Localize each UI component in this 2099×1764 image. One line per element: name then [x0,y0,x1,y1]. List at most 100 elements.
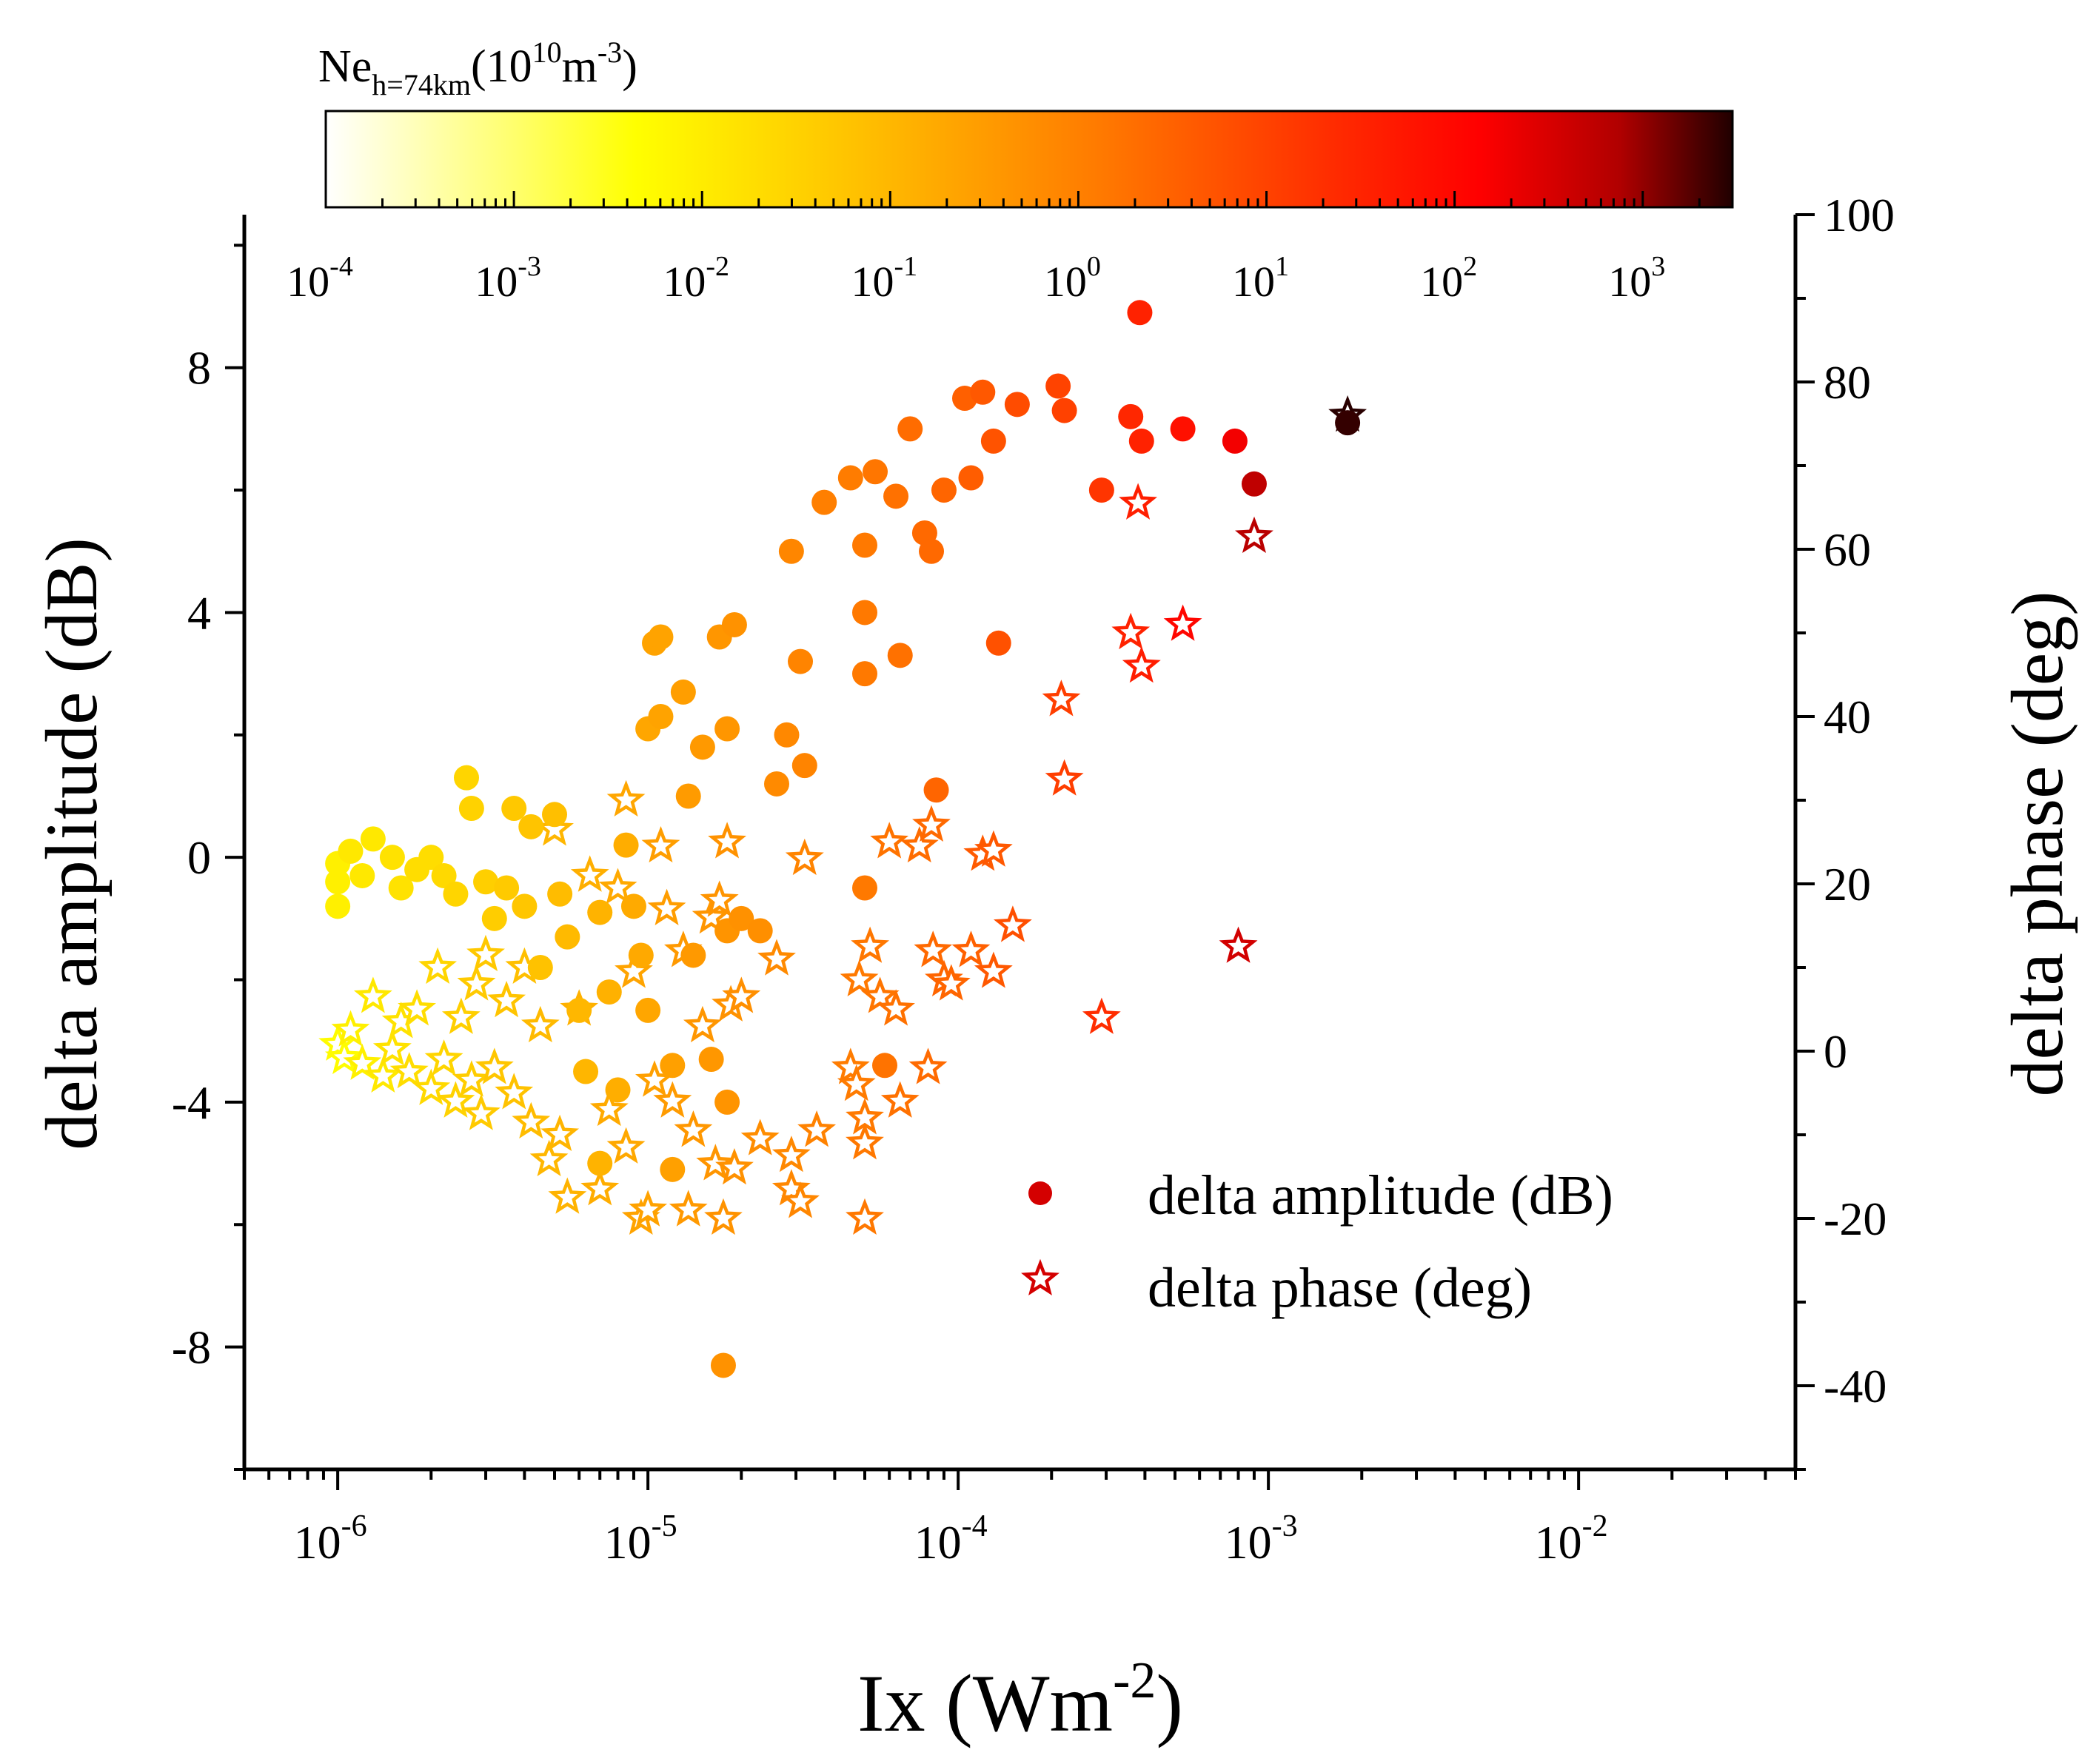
phase-point [647,888,686,925]
y-label-right: delta phase (deg) [1996,591,2078,1096]
amplitude-point [542,802,567,828]
phase-point [466,934,505,972]
amplitude-point [923,777,949,803]
y-right-tick-label: 100 [1824,189,1895,241]
amplitude-series [325,300,1361,1378]
amplitude-point [1004,392,1030,417]
phase-point [540,1114,580,1152]
x-tick-label: 10-5 [604,1509,677,1569]
amplitude-point [791,753,817,779]
amplitude-point [1128,428,1154,454]
phase-point [908,1047,948,1084]
phase-point [606,1127,646,1164]
phase-point [441,997,481,1034]
legend-marker-phase [1021,1258,1059,1296]
phase-point [669,1190,708,1227]
phase-point [364,1056,403,1093]
amplitude-point [788,648,814,674]
phase-point [629,1190,668,1227]
phase-point [398,989,437,1026]
amplitude-point [360,826,386,852]
amplitude-point [729,905,754,931]
amplitude-point [970,379,996,405]
phase-point [331,1010,370,1047]
amplitude-point [670,679,696,705]
amplitude-point [1051,398,1077,423]
y-right-tick-label: 80 [1824,356,1871,409]
x-tick-label: 10-2 [1535,1509,1608,1569]
amplitude-point [852,661,877,687]
phase-point [974,830,1013,867]
amplitude-point [573,1059,599,1084]
x-label: Ix (Wm-2) [857,1652,1183,1748]
phase-point [598,868,637,905]
amplitude-point [620,893,646,919]
phase-point [529,1139,569,1176]
y-right-tick-label: 40 [1824,691,1871,743]
amplitude-point [418,845,444,871]
y-label-left: delta amplitude (dB) [30,537,113,1150]
phase-point [851,926,890,963]
phase-point [570,855,609,892]
amplitude-point [714,1089,740,1115]
phase-point [951,930,991,967]
amplitude-point [1118,403,1144,429]
phase-point [880,1081,920,1118]
amplitude-point [931,477,957,503]
phase-point [797,1110,837,1147]
phase-point [708,822,747,859]
amplitude-point [566,997,592,1023]
amplitude-point [1088,477,1114,503]
colorbar-tick-label: 103 [1608,251,1665,306]
amplitude-point [721,611,747,637]
x-tick-label: 10-4 [914,1509,988,1569]
phase-point [353,976,392,1013]
amplitude-point [680,942,706,968]
phase-point [452,1060,491,1097]
amplitude-point [648,704,674,729]
axis-ticks [225,213,1815,1490]
x-tick-label: 10-6 [294,1509,367,1569]
phase-point [641,825,680,863]
amplitude-point [1170,416,1196,442]
phase-point [487,980,526,1018]
phase-point [683,1005,722,1043]
phase-point [418,947,458,985]
phase-point [475,1047,514,1084]
amplitude-point [660,1156,686,1182]
phase-point [512,1101,551,1139]
colorbar: Neh=74km(1010m-3) 10-4 10-3 10-2 10-1 100 101… [287,36,1734,306]
y-left-tick-label: -8 [172,1321,211,1374]
colorbar-tick-label: 102 [1420,251,1477,306]
phase-point [520,1005,560,1043]
y-right-tick-label: 60 [1824,523,1871,576]
amplitude-point [710,1352,736,1378]
amplitude-point [774,722,800,748]
legend: delta amplitude (dB) delta phase (deg) [1021,1164,1613,1319]
amplitude-point [1127,300,1153,326]
phase-point [1111,612,1151,650]
amplitude-point [338,838,364,864]
amplitude-point [1241,471,1267,497]
phase-point [461,1093,501,1130]
amplitude-point [325,893,351,919]
phase-point [1235,516,1273,554]
amplitude-point [379,845,405,871]
amplitude-point [872,1053,898,1079]
amplitude-point [887,643,913,668]
amplitude-point [547,881,573,907]
amplitude-point [501,796,527,822]
phase-point [436,1081,475,1118]
phase-point [412,1068,451,1105]
amplitude-point [660,1053,686,1079]
amplitude-point [648,624,674,650]
amplitude-point [473,869,499,895]
phase-point [424,1039,463,1076]
amplitude-point [325,869,351,895]
amplitude-point [919,538,945,564]
amplitude-point [527,955,553,980]
x-tick-label: 10-3 [1225,1509,1298,1569]
amplitude-point [689,734,715,760]
phase-point [785,838,824,876]
amplitude-point [958,465,984,491]
